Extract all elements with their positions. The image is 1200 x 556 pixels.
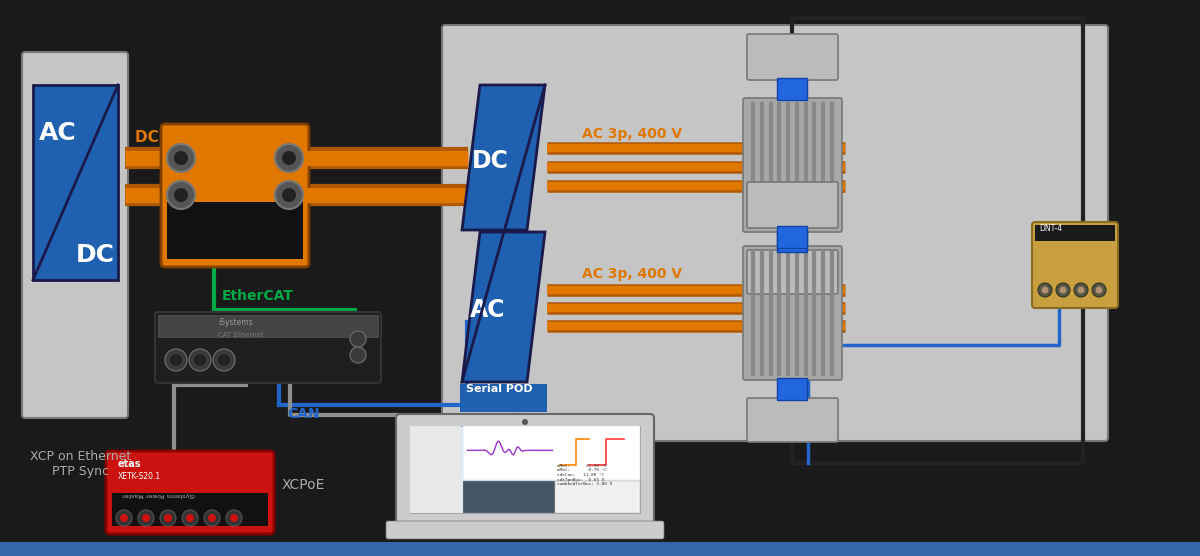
FancyBboxPatch shape — [386, 521, 664, 539]
Circle shape — [142, 514, 150, 522]
FancyBboxPatch shape — [554, 481, 640, 513]
Circle shape — [1092, 283, 1106, 297]
Circle shape — [167, 144, 194, 172]
Text: etas: etas — [118, 459, 142, 469]
Text: DC: DC — [76, 243, 115, 267]
FancyBboxPatch shape — [460, 384, 547, 412]
Circle shape — [160, 510, 176, 526]
Circle shape — [164, 514, 172, 522]
Circle shape — [170, 354, 182, 366]
Circle shape — [182, 510, 198, 526]
Text: XCPoE: XCPoE — [282, 478, 325, 492]
FancyBboxPatch shape — [34, 85, 118, 280]
FancyBboxPatch shape — [1034, 225, 1115, 241]
Circle shape — [1042, 286, 1049, 294]
Circle shape — [174, 151, 188, 165]
Text: DNT-4: DNT-4 — [1039, 224, 1062, 233]
Text: DC 400 V: DC 400 V — [134, 130, 212, 145]
Circle shape — [204, 510, 220, 526]
Circle shape — [166, 349, 187, 371]
Circle shape — [226, 510, 242, 526]
FancyBboxPatch shape — [463, 481, 554, 513]
Circle shape — [1060, 286, 1067, 294]
FancyBboxPatch shape — [746, 34, 838, 80]
FancyBboxPatch shape — [442, 25, 1108, 441]
FancyBboxPatch shape — [1032, 222, 1118, 308]
FancyBboxPatch shape — [106, 451, 274, 534]
Text: iSystems: iSystems — [218, 318, 253, 327]
FancyBboxPatch shape — [778, 230, 808, 252]
Text: DC: DC — [472, 148, 509, 172]
Text: AC: AC — [38, 121, 77, 145]
FancyBboxPatch shape — [158, 315, 378, 337]
Text: CAN: CAN — [287, 407, 319, 421]
Text: Serial POD: Serial POD — [466, 384, 533, 394]
Circle shape — [230, 514, 238, 522]
Circle shape — [275, 181, 302, 209]
Circle shape — [1096, 286, 1103, 294]
FancyBboxPatch shape — [746, 398, 838, 442]
Circle shape — [350, 331, 366, 347]
Circle shape — [138, 510, 154, 526]
FancyBboxPatch shape — [778, 78, 808, 100]
FancyBboxPatch shape — [410, 426, 640, 513]
Text: XCP on Ethernet
PTP Sync: XCP on Ethernet PTP Sync — [30, 450, 131, 478]
FancyBboxPatch shape — [155, 312, 382, 383]
FancyBboxPatch shape — [112, 493, 268, 526]
Circle shape — [186, 514, 194, 522]
FancyBboxPatch shape — [463, 426, 640, 480]
Circle shape — [208, 514, 216, 522]
FancyBboxPatch shape — [746, 182, 838, 228]
Text: AC: AC — [470, 298, 505, 322]
Polygon shape — [462, 85, 545, 230]
FancyBboxPatch shape — [778, 378, 808, 400]
FancyBboxPatch shape — [778, 226, 808, 248]
FancyBboxPatch shape — [410, 426, 461, 513]
Circle shape — [120, 514, 128, 522]
Circle shape — [174, 188, 188, 202]
FancyBboxPatch shape — [167, 202, 302, 259]
Circle shape — [194, 354, 206, 366]
Circle shape — [116, 510, 132, 526]
FancyBboxPatch shape — [396, 414, 654, 527]
Text: XETK-S20.1: XETK-S20.1 — [118, 472, 161, 481]
Circle shape — [1074, 283, 1088, 297]
FancyBboxPatch shape — [161, 124, 310, 267]
Circle shape — [1038, 283, 1052, 297]
Text: AC 3p, 400 V: AC 3p, 400 V — [582, 127, 682, 141]
Circle shape — [190, 349, 211, 371]
Circle shape — [350, 347, 366, 363]
Circle shape — [214, 349, 235, 371]
Circle shape — [167, 181, 194, 209]
Text: mMot:      31.50 °C
mMal:       0.70 °C
sdeCan:   11.80 °C
sdkTpnBus:  0.65 V
co: mMot: 31.50 °C mMal: 0.70 °C sdeCan: 11.… — [557, 464, 612, 486]
FancyBboxPatch shape — [746, 250, 838, 294]
Circle shape — [282, 188, 296, 202]
Polygon shape — [462, 232, 545, 382]
Circle shape — [522, 419, 528, 425]
FancyBboxPatch shape — [743, 98, 842, 232]
Circle shape — [1078, 286, 1085, 294]
FancyBboxPatch shape — [743, 246, 842, 380]
Circle shape — [282, 151, 296, 165]
Circle shape — [218, 354, 230, 366]
Text: CAT Ethernet: CAT Ethernet — [218, 332, 264, 338]
Circle shape — [275, 144, 302, 172]
FancyBboxPatch shape — [22, 52, 128, 418]
Text: AC 3p, 400 V: AC 3p, 400 V — [582, 267, 682, 281]
Circle shape — [1056, 283, 1070, 297]
FancyBboxPatch shape — [0, 542, 1200, 556]
Text: EtherCAT: EtherCAT — [222, 289, 294, 303]
Text: iSystems Power Master: iSystems Power Master — [122, 492, 194, 497]
